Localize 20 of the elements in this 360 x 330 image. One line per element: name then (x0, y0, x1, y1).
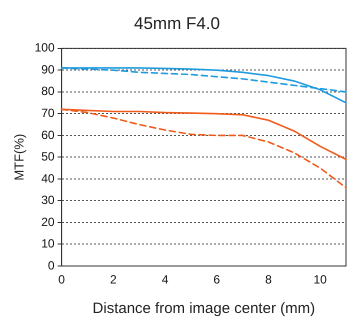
y-tick-label: 40 (41, 171, 55, 186)
x-tick-label: 0 (58, 272, 66, 286)
y-tick-label: 0 (48, 258, 55, 272)
x-tick-label: 6 (213, 272, 220, 286)
x-tick-label: 8 (265, 272, 272, 286)
y-tick-label: 80 (41, 84, 55, 98)
y-tick-label: 100 (34, 40, 55, 55)
y-tick-label: 90 (41, 62, 55, 76)
y-axis-title: MTF(%) (11, 134, 26, 181)
chart-title: 45mm F4.0 (134, 14, 220, 33)
x-tick-label: 10 (313, 272, 328, 286)
y-tick-label: 10 (41, 236, 55, 251)
y-tick-label: 60 (41, 128, 55, 142)
y-tick-label: 50 (41, 150, 55, 164)
x-tick-label: 2 (110, 272, 117, 286)
y-tick-label: 20 (41, 214, 55, 229)
y-tick-label: 70 (41, 106, 55, 120)
x-tick-label: 4 (162, 272, 169, 286)
x-axis-title: Distance from image center (mm) (92, 300, 316, 318)
y-tick-label: 30 (41, 193, 55, 208)
